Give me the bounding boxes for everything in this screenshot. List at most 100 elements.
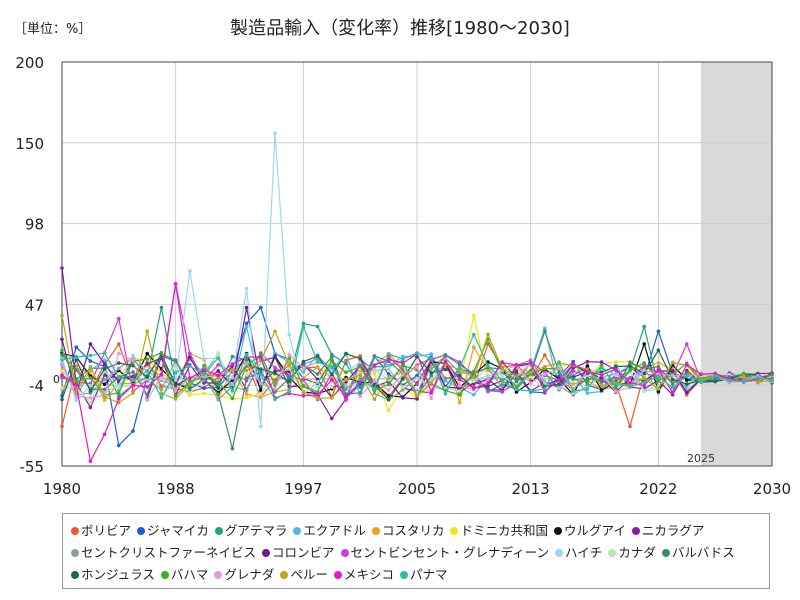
data-point bbox=[188, 364, 192, 368]
data-point bbox=[585, 369, 590, 374]
data-point bbox=[656, 386, 661, 391]
data-point bbox=[244, 358, 249, 362]
data-point bbox=[741, 371, 746, 376]
data-point bbox=[173, 370, 178, 375]
legend-label: メキシコ bbox=[343, 567, 394, 582]
data-point bbox=[315, 372, 320, 376]
data-point bbox=[670, 373, 675, 378]
data-point bbox=[386, 372, 391, 376]
data-point bbox=[699, 372, 703, 377]
data-point bbox=[514, 363, 519, 367]
data-point bbox=[230, 376, 235, 380]
data-point bbox=[401, 385, 405, 390]
data-point bbox=[145, 375, 149, 379]
data-point bbox=[102, 367, 107, 371]
legend-item: ペルー bbox=[280, 564, 328, 586]
data-point bbox=[429, 377, 434, 382]
data-point bbox=[614, 360, 618, 364]
data-point bbox=[344, 351, 348, 356]
data-point bbox=[145, 351, 149, 356]
data-point bbox=[88, 359, 93, 363]
data-point bbox=[642, 361, 646, 365]
data-point bbox=[145, 392, 149, 397]
data-point bbox=[88, 459, 93, 464]
data-point bbox=[131, 378, 135, 383]
data-point bbox=[443, 379, 448, 383]
data-point bbox=[472, 313, 476, 318]
data-point bbox=[642, 376, 646, 381]
data-point bbox=[585, 364, 590, 368]
legend-label: ドミニカ共和国 bbox=[460, 523, 548, 538]
data-point bbox=[472, 379, 476, 384]
y-tick-label: 150 bbox=[15, 135, 44, 153]
legend-marker bbox=[71, 549, 79, 557]
data-point bbox=[656, 364, 661, 369]
data-point bbox=[117, 385, 121, 390]
data-point bbox=[117, 397, 121, 401]
data-point bbox=[528, 375, 533, 379]
data-point bbox=[756, 380, 760, 385]
data-point bbox=[358, 385, 363, 390]
data-point bbox=[244, 361, 249, 366]
data-point bbox=[216, 356, 220, 360]
legend-item: メキシコ bbox=[333, 564, 394, 586]
data-point bbox=[315, 354, 320, 359]
data-point bbox=[486, 373, 490, 378]
x-tick-label: 2030 bbox=[753, 480, 791, 498]
data-point bbox=[372, 391, 377, 396]
data-point bbox=[472, 345, 476, 350]
data-point bbox=[670, 360, 675, 365]
data-point bbox=[685, 373, 689, 378]
data-point bbox=[429, 371, 434, 375]
data-point bbox=[543, 381, 547, 386]
data-point bbox=[216, 386, 220, 391]
data-point bbox=[117, 375, 121, 380]
legend-label: コロンビア bbox=[272, 545, 335, 560]
data-point bbox=[543, 326, 547, 331]
data-point bbox=[486, 383, 490, 388]
legend-marker bbox=[555, 549, 564, 557]
legend-marker bbox=[71, 571, 79, 579]
data-point bbox=[273, 390, 277, 394]
data-point bbox=[74, 345, 78, 350]
data-point bbox=[628, 424, 632, 429]
legend-marker bbox=[333, 571, 342, 579]
data-point bbox=[315, 396, 320, 401]
data-point bbox=[230, 382, 235, 387]
data-point bbox=[173, 378, 178, 382]
data-point bbox=[457, 400, 462, 405]
data-point bbox=[415, 393, 419, 398]
data-point bbox=[315, 360, 320, 364]
data-point bbox=[486, 332, 490, 337]
legend-item: ウルグアイ bbox=[553, 520, 626, 542]
data-point bbox=[74, 355, 78, 359]
data-point bbox=[259, 388, 263, 392]
data-point bbox=[415, 397, 419, 401]
data-point bbox=[571, 366, 575, 371]
data-point bbox=[372, 363, 377, 367]
data-point bbox=[599, 365, 604, 370]
data-point bbox=[656, 374, 661, 379]
data-point bbox=[685, 362, 689, 367]
data-point bbox=[401, 354, 405, 359]
data-point bbox=[557, 370, 561, 375]
data-point bbox=[287, 332, 292, 337]
legend-item: セントビンセント・グレナディーン bbox=[340, 542, 549, 564]
data-point bbox=[457, 392, 462, 397]
data-point bbox=[188, 351, 192, 356]
data-point bbox=[230, 362, 235, 366]
data-point bbox=[173, 397, 178, 401]
x-tick-label: 2005 bbox=[398, 480, 436, 498]
legend-item: ニカラグア bbox=[631, 520, 704, 542]
data-point bbox=[301, 370, 306, 374]
x-tick-label: 1997 bbox=[284, 480, 322, 498]
data-point bbox=[60, 337, 64, 342]
data-point bbox=[358, 394, 363, 398]
data-point bbox=[259, 305, 263, 310]
data-point bbox=[301, 366, 306, 370]
data-point bbox=[472, 369, 476, 374]
data-point bbox=[60, 397, 64, 402]
legend-item: セントクリストファーネイビス bbox=[71, 542, 256, 564]
data-point bbox=[457, 366, 462, 370]
data-point bbox=[60, 348, 64, 353]
